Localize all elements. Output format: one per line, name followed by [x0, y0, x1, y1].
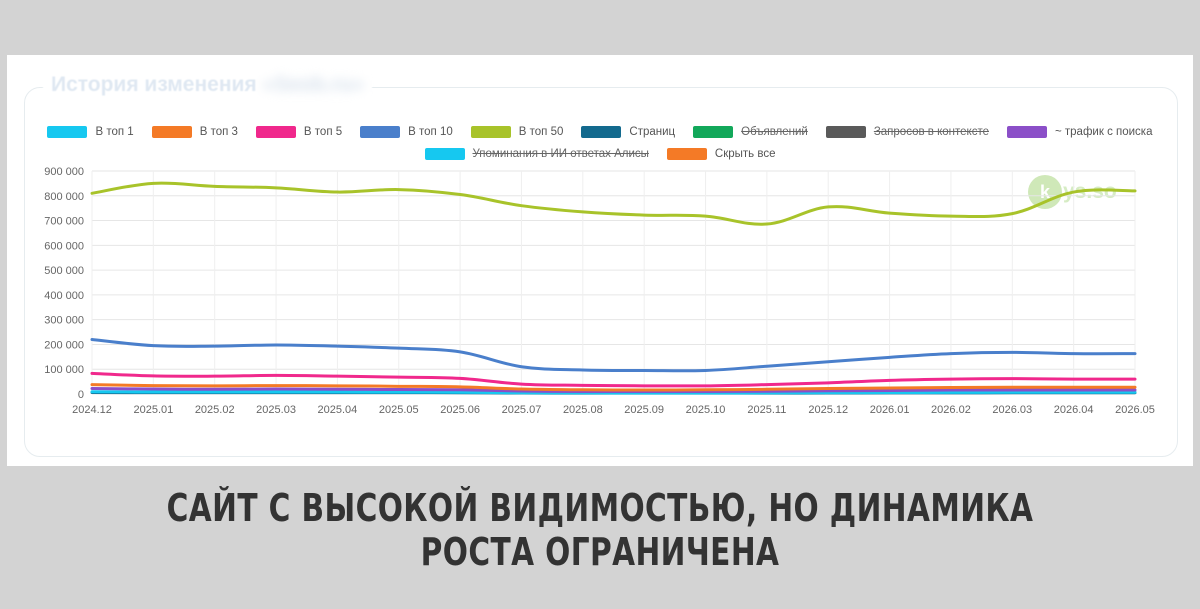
legend-swatch — [581, 126, 622, 138]
legend-label: В топ 1 — [95, 126, 134, 138]
series-line — [90, 181, 1137, 226]
x-tick-label: 2025.09 — [624, 404, 664, 416]
legend-item[interactable]: ~ трафик с поиска — [1006, 126, 1153, 138]
x-tick-label: 2025.04 — [318, 404, 358, 416]
legend-item[interactable]: В топ 3 — [151, 126, 238, 138]
chart-card — [24, 87, 1178, 457]
legend-swatch — [666, 148, 707, 160]
legend-swatch — [1006, 126, 1047, 138]
card-title-site: «Seob.ru» — [262, 73, 365, 96]
legend-label: Скрыть все — [714, 148, 776, 160]
y-tick-label: 900 000 — [44, 166, 84, 178]
legend-item[interactable]: В топ 5 — [255, 126, 343, 138]
legend-swatch — [47, 126, 88, 138]
legend-item[interactable]: Запросов в контексте — [825, 126, 989, 138]
legend-label: Объявлений — [741, 126, 808, 138]
legend-row: В топ 1 В топ 3 В топ 5 В топ 10 В топ 50 Стр… — [7, 121, 1193, 143]
legend-swatch — [360, 126, 401, 138]
legend-item[interactable]: В топ 10 — [360, 126, 453, 138]
legend-item[interactable]: В топ 1 — [47, 126, 134, 138]
x-tick-label: 2025.07 — [502, 404, 542, 416]
series-line — [90, 383, 1137, 392]
x-tick-label: 2025.06 — [440, 404, 480, 416]
x-tick-label: 2025.01 — [133, 404, 173, 416]
y-tick-label: 600 000 — [44, 240, 84, 252]
y-tick-label: 400 000 — [44, 290, 84, 302]
legend-swatch — [693, 126, 734, 138]
x-tick-label: 2026.03 — [992, 404, 1032, 416]
x-tick-label: 2026.04 — [1054, 404, 1094, 416]
legend-swatch — [470, 126, 511, 138]
legend-label: В топ 10 — [408, 126, 453, 138]
legend-item[interactable]: Страниц — [581, 126, 675, 138]
legend-item[interactable]: Объявлений — [693, 126, 808, 138]
legend-label: В топ 50 — [518, 126, 564, 138]
series-line — [90, 387, 1137, 394]
x-tick-label: 2026.01 — [870, 404, 910, 416]
legend-swatch — [255, 126, 296, 138]
x-tick-label: 2026.05 — [1115, 404, 1155, 416]
card-title-text: История изменения — [51, 73, 257, 96]
line-chart: 0 100 000 200 000 300 000 400 000 500 000 600 … — [44, 166, 1155, 416]
chart-legend: В топ 1 В топ 3 В топ 5 В топ 10 В топ 50 Стр… — [7, 121, 1193, 165]
legend-swatch — [151, 126, 192, 138]
series-line — [90, 337, 1137, 373]
legend-item[interactable]: Упоминания в ИИ ответах Алисы — [424, 148, 649, 160]
y-tick-label: 500 000 — [44, 265, 84, 277]
y-tick-label: 300 000 — [44, 315, 84, 327]
x-tick-label: 2025.11 — [747, 404, 786, 416]
y-tick-label: 700 000 — [44, 216, 84, 228]
y-tick-label: 800 000 — [44, 191, 84, 203]
x-tick-label: 2026.02 — [931, 404, 971, 416]
x-tick-label: 2025.03 — [256, 404, 296, 416]
legend-item[interactable]: Скрыть все — [666, 148, 776, 160]
legend-label: В топ 5 — [303, 126, 343, 138]
x-tick-label: 2024.12 — [72, 404, 112, 416]
y-tick-label: 0 — [78, 389, 84, 401]
legend-row: Упоминания в ИИ ответах Алисы Скрыть все — [7, 143, 1193, 165]
legend-label: Упоминания в ИИ ответах Алисы — [472, 148, 649, 160]
x-tick-label: 2025.12 — [808, 404, 848, 416]
x-tick-label: 2025.10 — [686, 404, 726, 416]
legend-swatch — [424, 148, 465, 160]
series-line — [90, 371, 1137, 388]
legend-label: ~ трафик с поиска — [1054, 126, 1153, 138]
legend-label: В топ 3 — [199, 126, 238, 138]
y-tick-label: 200 000 — [44, 339, 84, 351]
x-tick-label: 2025.02 — [195, 404, 235, 416]
legend-item[interactable]: В топ 50 — [470, 126, 564, 138]
legend-label: Страниц — [629, 126, 676, 138]
x-tick-label: 2025.05 — [379, 404, 419, 416]
x-tick-label: 2025.08 — [563, 404, 603, 416]
legend-label: Запросов в контексте — [873, 126, 989, 138]
card-title: История изменения «Seob.ru» — [43, 73, 373, 97]
y-tick-label: 100 000 — [44, 364, 84, 376]
legend-swatch — [825, 126, 866, 138]
caption: САЙТ С ВЫСОКОЙ ВИДИМОСТЬЮ, НО ДИНАМИКА Р… — [166, 486, 1034, 574]
